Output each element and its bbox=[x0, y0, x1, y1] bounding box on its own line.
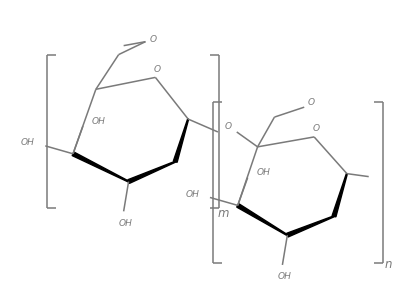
Text: O: O bbox=[153, 65, 161, 74]
Polygon shape bbox=[236, 204, 287, 235]
Text: OH: OH bbox=[256, 168, 270, 177]
Text: O: O bbox=[312, 124, 319, 133]
Text: O: O bbox=[224, 122, 231, 131]
Text: O: O bbox=[307, 98, 314, 107]
Text: OH: OH bbox=[20, 138, 34, 147]
Text: m: m bbox=[217, 207, 228, 220]
Text: OH: OH bbox=[92, 116, 106, 125]
Polygon shape bbox=[128, 161, 175, 183]
Text: OH: OH bbox=[118, 219, 132, 228]
Polygon shape bbox=[331, 173, 346, 217]
Polygon shape bbox=[72, 152, 128, 182]
Polygon shape bbox=[286, 216, 333, 237]
Text: n: n bbox=[384, 258, 391, 272]
Text: OH: OH bbox=[185, 190, 198, 199]
Polygon shape bbox=[173, 119, 188, 162]
Text: O: O bbox=[149, 35, 157, 44]
Text: OH: OH bbox=[277, 272, 291, 281]
